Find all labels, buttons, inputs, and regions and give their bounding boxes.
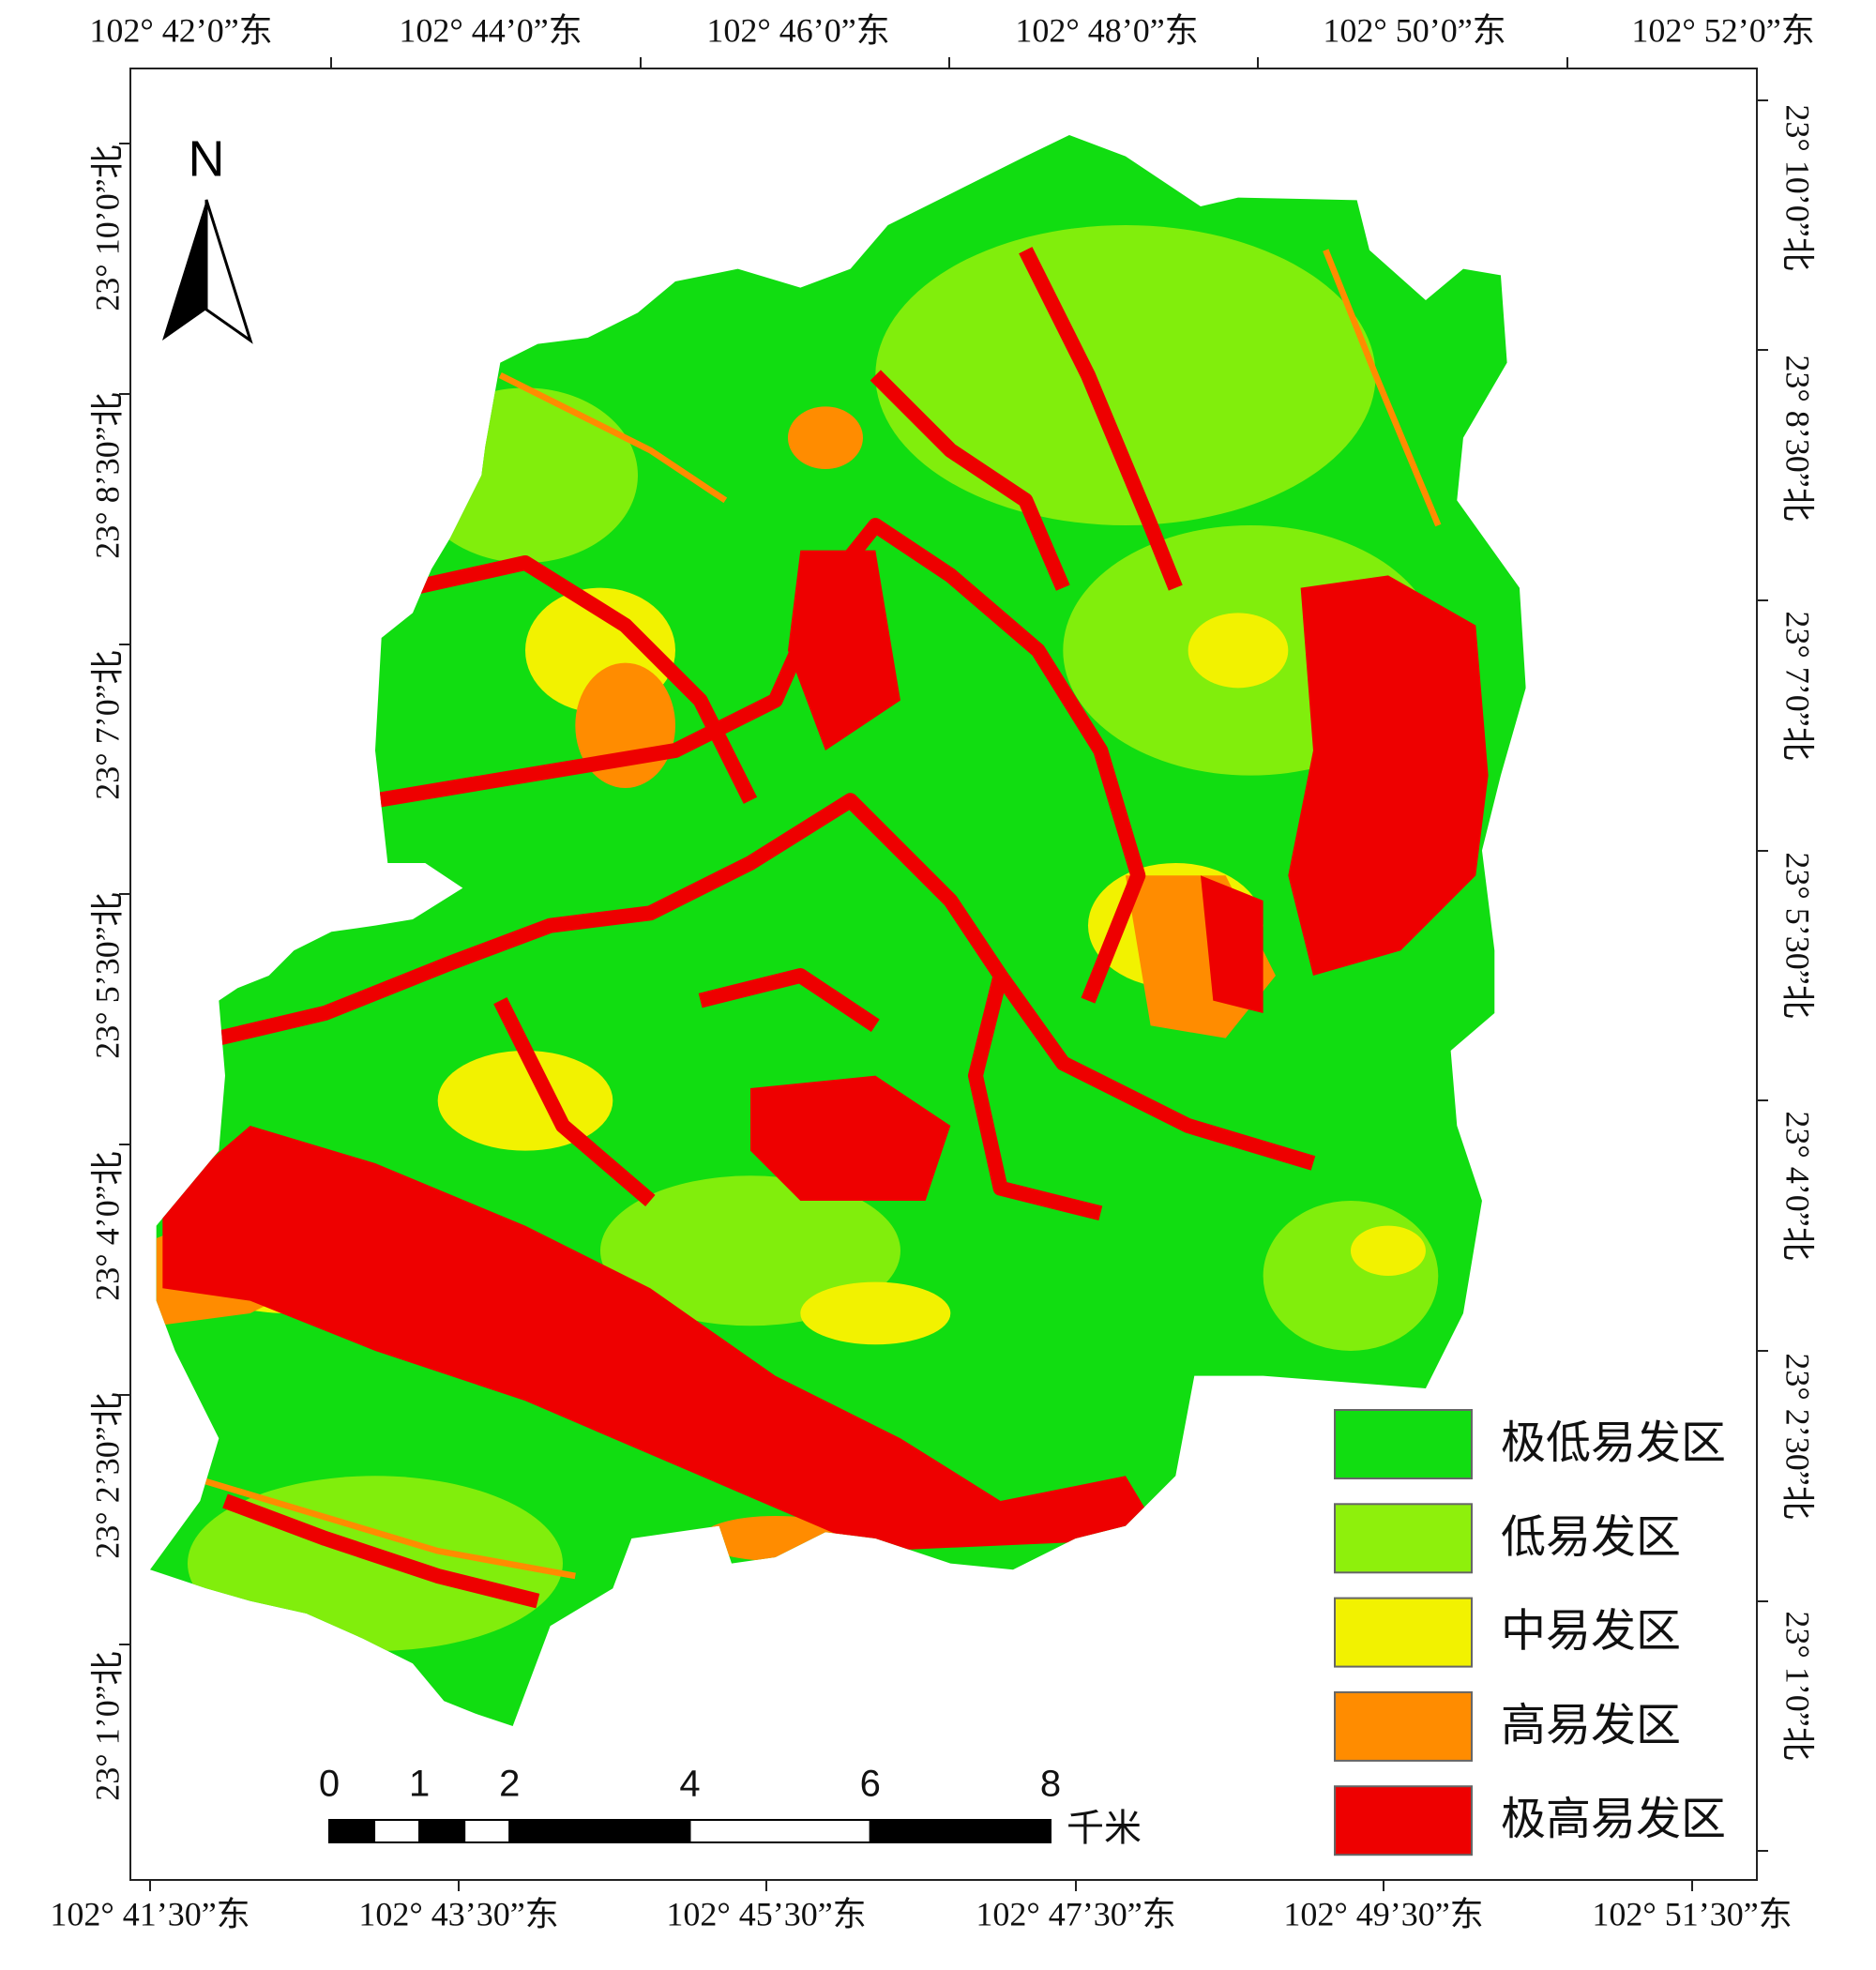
left-coordinate-label: 23° 4’0”北: [88, 1151, 126, 1300]
right-coordinate-label: 23° 8’30”北: [1779, 355, 1817, 521]
legend-label: 高易发区: [1501, 1699, 1681, 1751]
scale-bar-segment: [373, 1819, 421, 1843]
scale-bar-label: 0: [319, 1764, 340, 1805]
legend-swatch: [1334, 1409, 1473, 1479]
legend-label: 低易发区: [1501, 1510, 1681, 1563]
legend-label: 极低易发区: [1501, 1417, 1726, 1469]
legend-swatch: [1334, 1785, 1473, 1856]
right-coordinate-label: 23° 5’30”北: [1779, 852, 1817, 1018]
legend-label: 极高易发区: [1501, 1793, 1726, 1845]
scale-bar-unit: 千米: [1067, 1807, 1142, 1850]
right-coordinate-label: 23° 2’30”北: [1779, 1353, 1817, 1519]
top-coordinate-label: 102° 52’0”东: [1631, 11, 1814, 49]
scale-bar-label: 6: [860, 1764, 881, 1805]
scale-bar-segment: [869, 1819, 1051, 1843]
bottom-coordinate-label: 102° 45’30”东: [666, 1895, 866, 1932]
north-arrow: N: [162, 130, 253, 344]
legend-swatch: [1334, 1597, 1473, 1668]
scale-bar-segment: [328, 1819, 376, 1843]
bottom-coordinate-label: 102° 47’30”东: [976, 1895, 1175, 1932]
right-coordinate-label: 23° 4’0”北: [1779, 1111, 1817, 1260]
legend-swatch: [1334, 1503, 1473, 1574]
top-coordinate-label: 102° 50’0”东: [1323, 11, 1505, 49]
right-coordinate-label: 23° 7’0”北: [1779, 611, 1817, 760]
scale-bar-segment: [688, 1819, 871, 1843]
scale-bar-label: 2: [499, 1764, 520, 1805]
legend-label: 中易发区: [1501, 1605, 1681, 1658]
scale-bar-label: 4: [679, 1764, 700, 1805]
left-coordinate-label: 23° 7’0”北: [88, 650, 126, 799]
right-coordinate-label: 23° 1’0”北: [1779, 1611, 1817, 1760]
left-coordinate-label: 23° 8’30”北: [88, 392, 126, 558]
north-label: N: [189, 130, 225, 187]
scale-bar-label: 8: [1040, 1764, 1061, 1805]
right-coordinate-label: 23° 10’0”北: [1779, 104, 1817, 270]
left-coordinate-label: 23° 1’0”北: [88, 1651, 126, 1800]
top-coordinate-label: 102° 42’0”东: [89, 11, 272, 49]
bottom-coordinate-label: 102° 43’30”东: [358, 1895, 558, 1932]
scale-bar-segment: [463, 1819, 511, 1843]
bottom-coordinate-label: 102° 49’30”东: [1283, 1895, 1483, 1932]
bottom-coordinate-label: 102° 51’30”东: [1592, 1895, 1792, 1932]
bottom-coordinate-label: 102° 41’30”东: [50, 1895, 250, 1932]
top-coordinate-label: 102° 44’0”东: [399, 11, 582, 49]
scale-bar-label: 1: [409, 1764, 430, 1805]
left-coordinate-label: 23° 10’0”北: [88, 144, 126, 311]
scale-bar-segment: [508, 1819, 691, 1843]
top-coordinate-label: 102° 46’0”东: [706, 11, 889, 49]
top-coordinate-label: 102° 48’0”东: [1015, 11, 1198, 49]
left-coordinate-label: 23° 2’30”北: [88, 1392, 126, 1558]
legend-swatch: [1334, 1690, 1473, 1762]
scale-bar-segment: [418, 1819, 466, 1843]
left-coordinate-label: 23° 5’30”北: [88, 892, 126, 1058]
